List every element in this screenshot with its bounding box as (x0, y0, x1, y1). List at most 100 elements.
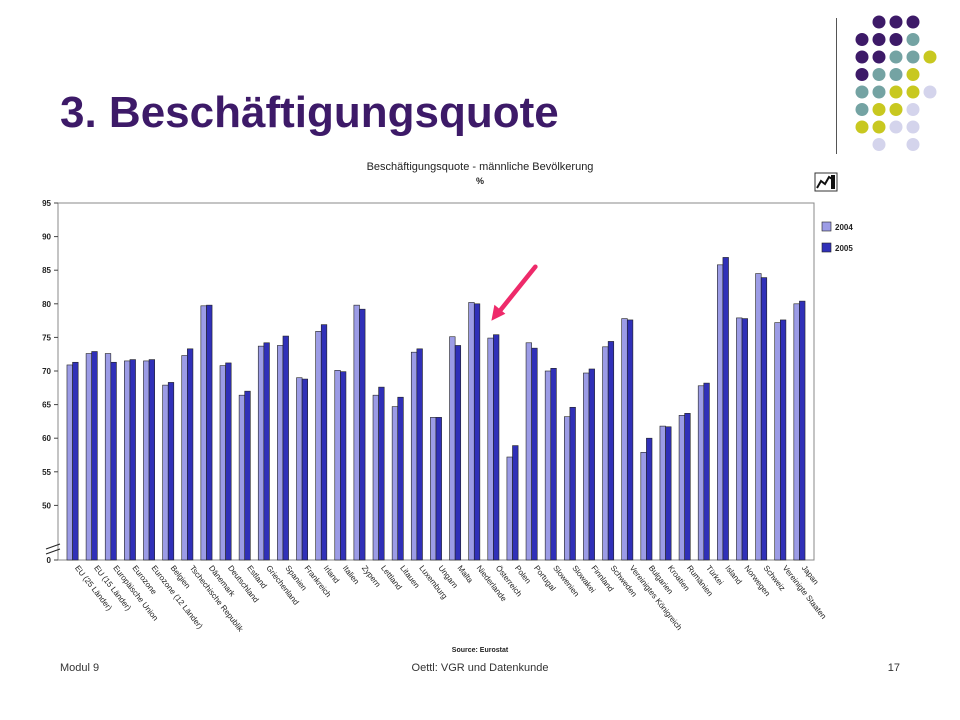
excel-chart-icon[interactable] (814, 172, 838, 192)
bar (219, 365, 226, 561)
decorative-dot (906, 33, 920, 46)
decorative-dot-grid (855, 15, 937, 151)
bar (148, 359, 155, 561)
bar (722, 257, 729, 561)
decorative-dot (889, 68, 903, 81)
bar (391, 406, 399, 561)
bar (225, 362, 232, 561)
chart-unit: % (475, 176, 484, 186)
axis-break-mark (45, 548, 61, 555)
chart-title: Beschäftigungsquote - männliche Bevölker… (366, 161, 594, 173)
bar (736, 317, 743, 561)
decorative-dot (906, 103, 920, 116)
bar (799, 300, 806, 561)
bar (416, 348, 423, 561)
bar (282, 335, 289, 561)
footer-module: Modul 9 (60, 662, 100, 674)
decorative-dot (889, 85, 903, 99)
bar (435, 417, 442, 561)
decorative-dot (906, 120, 920, 134)
bar (167, 382, 175, 561)
bar (512, 445, 519, 561)
decorative-dot (889, 103, 903, 116)
bar (659, 425, 666, 561)
footer-author: Oettl: VGR und Datenkunde (411, 662, 549, 674)
bar (678, 415, 685, 561)
y-tick-label: 65 (42, 401, 51, 410)
bar (187, 348, 194, 561)
bar (340, 371, 347, 561)
bar (162, 384, 169, 561)
y-tick-label: 85 (42, 266, 51, 275)
bar (741, 318, 748, 561)
bar (430, 417, 437, 561)
y-tick-label: 95 (42, 199, 51, 208)
bar (301, 378, 309, 561)
x-tick-label: Zypern (360, 564, 382, 589)
highlight-arrow-shaft (496, 264, 538, 315)
title-divider-line (836, 18, 837, 154)
bar (563, 416, 571, 561)
decorative-dot (889, 15, 903, 29)
bar (583, 372, 590, 561)
decorative-dot (872, 120, 886, 134)
bar (449, 336, 456, 561)
bar (544, 370, 552, 561)
y-tick-label: 60 (42, 434, 51, 443)
bar (760, 277, 768, 561)
bar (320, 324, 328, 561)
x-tick-label: Island (723, 564, 743, 586)
bar (296, 377, 303, 561)
decorative-dot (906, 85, 920, 99)
y-tick-label: 55 (42, 468, 51, 477)
bar (72, 361, 79, 561)
decorative-dot (889, 50, 903, 64)
bar (277, 345, 284, 561)
decorative-dot (872, 103, 886, 116)
decorative-dot (855, 85, 869, 99)
decorative-dot (923, 50, 937, 64)
y-tick-label: 80 (42, 300, 51, 309)
bar (315, 331, 322, 561)
bar (129, 359, 136, 561)
bar (640, 452, 647, 561)
decorative-dot (906, 68, 920, 81)
bar (206, 304, 213, 561)
page-number: 17 (887, 662, 900, 674)
bar (607, 341, 615, 561)
bar (454, 345, 462, 561)
decorative-dot (855, 68, 869, 81)
bar (780, 319, 787, 561)
bar (334, 370, 341, 561)
decorative-dot (872, 68, 886, 81)
legend-swatch (821, 221, 832, 232)
bar (238, 394, 246, 561)
bar (506, 456, 513, 561)
bar (774, 322, 781, 561)
bar (569, 406, 576, 561)
bar (181, 355, 188, 561)
bar (755, 273, 762, 561)
bar (372, 394, 379, 561)
decorative-dot (906, 138, 920, 151)
decorative-dot (872, 85, 886, 99)
bar (588, 368, 595, 561)
decorative-dot (872, 33, 886, 46)
y-tick-label: 70 (42, 367, 51, 376)
bar (697, 385, 705, 561)
legend-swatch (821, 242, 832, 253)
slide-title: 3. Beschäftigungsquote (60, 88, 559, 137)
bar (487, 337, 494, 561)
bar (66, 364, 73, 561)
bar (717, 264, 724, 561)
bar (602, 346, 609, 561)
bar (468, 302, 475, 561)
decorative-dot (906, 50, 920, 64)
decorative-dot (872, 50, 886, 64)
bar (621, 318, 628, 561)
bar (397, 396, 404, 561)
decorative-dot (855, 103, 869, 116)
decorative-dot (872, 138, 886, 151)
decorative-dot (855, 120, 869, 134)
